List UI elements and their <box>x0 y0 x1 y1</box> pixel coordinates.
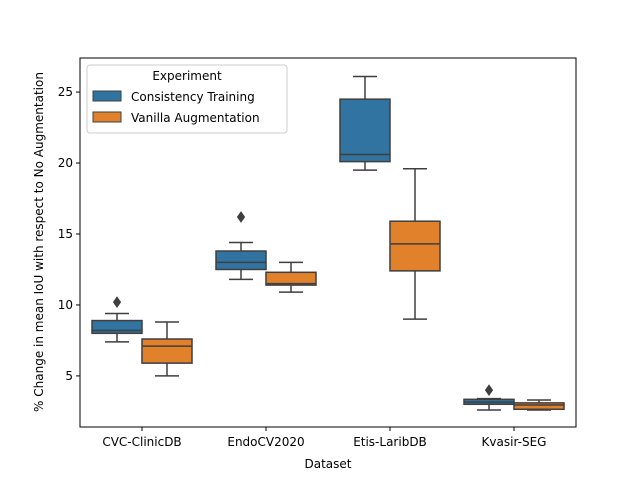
outlier-point <box>112 296 122 308</box>
y-tick-label: 5 <box>65 369 73 383</box>
y-axis-label: % Change in mean IoU with respect to No … <box>32 72 46 412</box>
box-group <box>141 321 193 377</box>
y-tick-label: 10 <box>58 298 73 312</box>
outlier-point <box>484 384 494 396</box>
box <box>339 98 391 163</box>
legend-frame <box>86 64 288 134</box>
x-tick-label: Kvasir-SEG <box>482 435 547 449</box>
x-tick-label: Etis-LaribDB <box>353 435 427 449</box>
legend: Experiment Consistency Training Vanilla … <box>86 64 288 134</box>
box-group <box>215 211 267 281</box>
legend-label-consistency: Consistency Training <box>131 90 255 104</box>
box-group <box>513 399 565 411</box>
axes <box>79 57 577 428</box>
outlier-point <box>236 211 246 223</box>
box <box>215 250 267 271</box>
box-group <box>91 296 143 343</box>
x-tick-label: CVC-ClinicDB <box>102 435 181 449</box>
plot-content <box>91 75 565 411</box>
y-ticks: 5 10 15 20 25 <box>58 85 80 383</box>
legend-swatch-vanilla <box>92 111 122 123</box>
y-tick-label: 20 <box>58 156 73 170</box>
y-tick-label: 25 <box>58 85 73 99</box>
x-ticks: CVC-ClinicDB EndoCV2020 Etis-LaribDB Kvasir… <box>102 427 546 449</box>
box <box>91 319 143 335</box>
box-group <box>389 167 441 320</box>
box <box>389 220 441 272</box>
x-tick-label: EndoCV2020 <box>227 435 304 449</box>
legend-title: Experiment <box>152 69 222 83</box>
box <box>265 271 317 286</box>
y-tick-label: 15 <box>58 227 73 241</box>
legend-label-vanilla: Vanilla Augmentation <box>131 111 260 125</box>
x-axis-label: Dataset <box>305 457 352 471</box>
box <box>141 338 193 364</box>
plot-frame <box>79 57 577 428</box>
legend-swatch-consistency <box>92 90 122 102</box>
box-group <box>265 261 317 293</box>
box-group <box>463 384 515 411</box>
box <box>513 402 565 411</box>
box-group <box>339 75 391 171</box>
